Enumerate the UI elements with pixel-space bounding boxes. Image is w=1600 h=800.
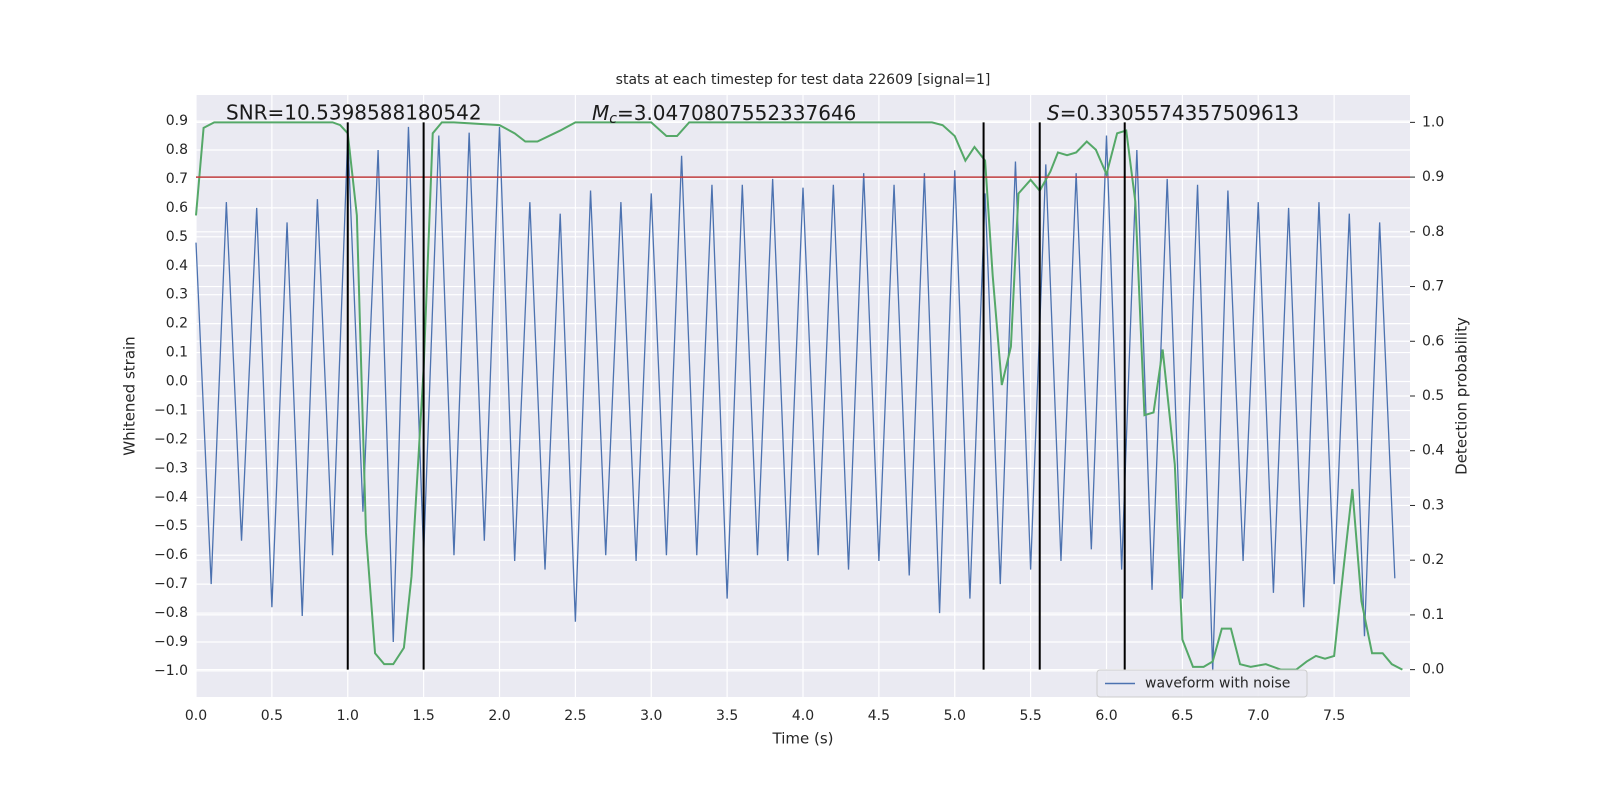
marks <box>195 121 1410 671</box>
y2-tick-label: 0.5 <box>1422 388 1444 404</box>
y2-tick-label: 0.9 <box>1422 169 1444 185</box>
y-tick-label: −0.7 <box>154 576 188 592</box>
x-tick-label: 2.5 <box>564 708 586 724</box>
x-tick-label: 5.0 <box>944 708 966 724</box>
y2-tick-label: 0.3 <box>1422 497 1444 513</box>
x-tick-label: 5.5 <box>1019 708 1041 724</box>
x-tick-label: 4.0 <box>792 708 814 724</box>
y-tick-label: −0.4 <box>154 489 188 505</box>
x-tick-label: 0.0 <box>185 708 207 724</box>
legend-label: waveform with noise <box>1145 676 1290 692</box>
y-tick-label: −0.2 <box>154 431 188 447</box>
y2-tick-label: 0.8 <box>1422 224 1444 240</box>
x-tick-label: 4.5 <box>868 708 890 724</box>
y2-tick-label: 0.1 <box>1422 607 1444 623</box>
legend: waveform with noise <box>1096 669 1308 698</box>
series-line <box>195 126 1396 671</box>
annotation: S=0.3305574357509613 <box>1047 101 1299 125</box>
y-tick-label: 0.0 <box>166 374 188 390</box>
annotation-text: =0.3305574357509613 <box>1060 101 1299 125</box>
y2-tick-label: 1.0 <box>1422 114 1444 130</box>
y2-tick-label: 0.4 <box>1422 443 1444 459</box>
y-tick-label: −0.9 <box>154 634 188 650</box>
annotation-symbol: M <box>592 101 609 125</box>
y-tick-label: 0.8 <box>166 142 188 158</box>
chart-title: stats at each timestep for test data 226… <box>616 72 991 88</box>
y-tick-label: 0.9 <box>166 113 188 129</box>
y-tick-label: 0.4 <box>166 258 188 274</box>
y-tick-label: 0.3 <box>166 287 188 303</box>
legend-box <box>1096 669 1308 698</box>
x-tick-label: 7.0 <box>1247 708 1269 724</box>
y2-tick-label: 0.6 <box>1422 333 1444 349</box>
annotation-symbol: S <box>1047 101 1060 125</box>
x-tick-label: 3.0 <box>640 708 662 724</box>
y2-axis-label: Detection probability <box>1453 317 1471 475</box>
y-axis-label: Whitened strain <box>121 336 139 455</box>
y-tick-label: −0.1 <box>154 402 188 418</box>
x-axis-label: Time (s) <box>772 730 834 748</box>
x-tick-label: 1.0 <box>337 708 359 724</box>
x-tick-label: 6.0 <box>1095 708 1117 724</box>
annotation: Mc=3.0470807552337646 <box>592 101 856 128</box>
y-tick-label: −0.5 <box>154 518 188 534</box>
x-tick-label: 7.5 <box>1323 708 1345 724</box>
annotation-text: =3.0470807552337646 <box>617 101 856 125</box>
annotation-subscript: c <box>609 111 617 127</box>
annotation: SNR=10.5398588180542 <box>226 101 482 125</box>
x-tick-label: 6.5 <box>1171 708 1193 724</box>
y2-tick-label: 0.2 <box>1422 552 1444 568</box>
x-tick-label: 3.5 <box>716 708 738 724</box>
y2-tick-label: 0.7 <box>1422 279 1444 295</box>
y-tick-label: 0.1 <box>166 345 188 361</box>
y-tick-label: 0.7 <box>166 171 188 187</box>
x-tick-label: 2.0 <box>488 708 510 724</box>
x-tick-label: 1.5 <box>412 708 434 724</box>
series-line <box>195 121 1403 671</box>
y-tick-label: −1.0 <box>154 663 188 679</box>
y-tick-label: −0.8 <box>154 605 188 621</box>
x-tick-label: 0.5 <box>261 708 283 724</box>
y-tick-label: 0.5 <box>166 229 188 245</box>
y-tick-label: −0.6 <box>154 547 188 563</box>
y-tick-label: 0.2 <box>166 316 188 332</box>
y2-tick-label: 0.0 <box>1422 662 1444 678</box>
y-tick-label: −0.3 <box>154 460 188 476</box>
y-tick-label: 0.6 <box>166 200 188 216</box>
